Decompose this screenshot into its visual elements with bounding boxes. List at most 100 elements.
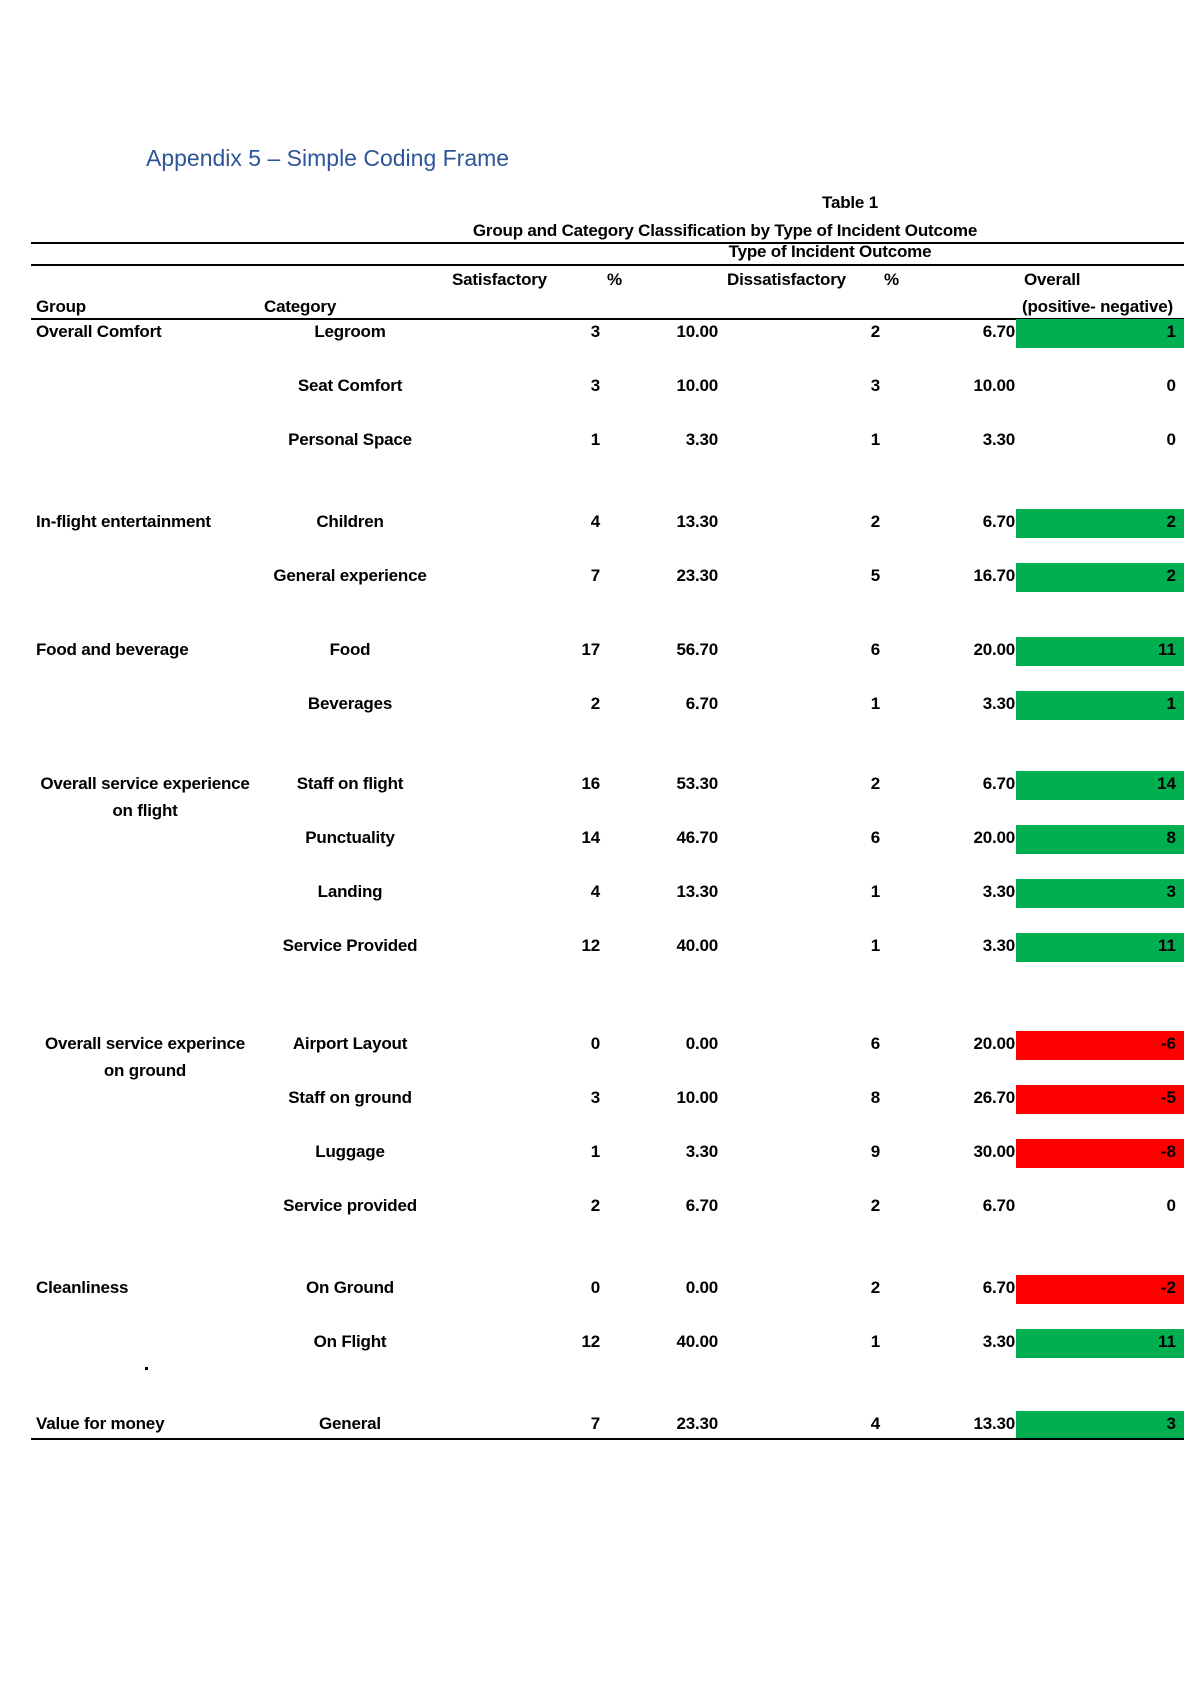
- column-header-rule: [31, 318, 1184, 320]
- satisfactory-count: 4: [590, 882, 600, 901]
- category-cell: Seat Comfort: [297, 376, 403, 395]
- category-cell: Airport Layout: [292, 1034, 408, 1053]
- table-title: Group and Category Classification by Typ…: [472, 221, 978, 240]
- dissatisfactory-count: 2: [870, 1278, 880, 1297]
- header-rule: [31, 264, 1184, 266]
- group-label: Overall Comfort: [36, 322, 162, 341]
- overall-score-cell: 11: [1016, 637, 1184, 666]
- satisfactory-count: 16: [581, 774, 600, 793]
- dissatisfactory-pct: 20.00: [973, 640, 1015, 659]
- overall-score-cell: 3: [1016, 1411, 1184, 1440]
- satisfactory-count: 2: [590, 694, 600, 713]
- satisfactory-pct: 0.00: [685, 1034, 718, 1053]
- overall-score-value: 3: [1166, 1414, 1176, 1433]
- overall-score-cell: -2: [1016, 1275, 1184, 1304]
- category-cell: Luggage: [315, 1142, 385, 1161]
- overall-score-value: 11: [1158, 640, 1176, 659]
- dissatisfactory-count: 9: [870, 1142, 880, 1161]
- overall-score-cell: 11: [1016, 1329, 1184, 1358]
- group-label: on ground: [103, 1061, 187, 1080]
- overall-score-cell: -5: [1016, 1085, 1184, 1114]
- overall-score-cell: -8: [1016, 1139, 1184, 1168]
- dissatisfactory-count: 2: [870, 322, 880, 341]
- dissatisfactory-count: 2: [870, 1196, 880, 1215]
- overall-score-value: 1: [1166, 694, 1176, 713]
- dissatisfactory-pct: 3.30: [982, 694, 1015, 713]
- dissatisfactory-pct: 20.00: [973, 828, 1015, 847]
- dissatisfactory-pct: 30.00: [973, 1142, 1015, 1161]
- group-label: Overall service experince: [44, 1034, 246, 1053]
- overall-score-value: 3: [1166, 882, 1176, 901]
- category-cell: General experience: [273, 566, 427, 585]
- table-bottom-rule: [31, 1438, 1184, 1440]
- satisfactory-pct: 6.70: [685, 1196, 718, 1215]
- satisfactory-pct: 40.00: [676, 936, 718, 955]
- category-cell: Service provided: [283, 1196, 417, 1215]
- category-cell: Punctuality: [305, 828, 395, 847]
- overall-score-value: 2: [1166, 566, 1176, 585]
- overall-score-cell: 11: [1016, 933, 1184, 962]
- dissatisfactory-count: 3: [870, 376, 880, 395]
- overall-score-value: 11: [1158, 1332, 1176, 1351]
- group-label: Cleanliness: [36, 1278, 129, 1297]
- overall-score-cell: 1: [1016, 691, 1184, 720]
- dissatisfactory-count: 1: [870, 1332, 880, 1351]
- satisfactory-pct: 53.30: [676, 774, 718, 793]
- overall-score-cell: 14: [1016, 771, 1184, 800]
- category-cell: Service Provided: [282, 936, 418, 955]
- category-cell: General: [319, 1414, 381, 1433]
- satisfactory-count: 12: [581, 1332, 600, 1351]
- overall-score-value: 1: [1166, 322, 1176, 341]
- overall-score-value: 11: [1158, 936, 1176, 955]
- satisfactory-pct: 10.00: [676, 1088, 718, 1107]
- satisfactory-pct: 56.70: [676, 640, 718, 659]
- dissatisfactory-count: 1: [870, 694, 880, 713]
- col-header-overall-sub: (positive- negative): [1022, 297, 1173, 316]
- satisfactory-count: 3: [590, 376, 600, 395]
- dissatisfactory-count: 5: [870, 566, 880, 585]
- overall-score-value: 0: [1166, 376, 1176, 395]
- dissatisfactory-count: 2: [870, 774, 880, 793]
- satisfactory-count: 3: [590, 322, 600, 341]
- table-number: Table 1: [822, 193, 878, 212]
- dissatisfactory-pct: 16.70: [973, 566, 1015, 585]
- col-header-sat-pct: %: [607, 270, 622, 289]
- overall-score-value: 14: [1157, 774, 1176, 793]
- stray-dot: [145, 1367, 148, 1370]
- overall-score-value: 0: [1166, 430, 1176, 449]
- overall-score-cell: 3: [1016, 879, 1184, 908]
- dissatisfactory-pct: 6.70: [982, 774, 1015, 793]
- overall-score-value: -2: [1160, 1278, 1176, 1297]
- category-cell: On Ground: [306, 1278, 394, 1297]
- overall-score-value: -8: [1160, 1142, 1176, 1161]
- category-cell: Landing: [317, 882, 383, 901]
- overall-score-cell: 0: [1016, 427, 1184, 456]
- dissatisfactory-pct: 3.30: [982, 1332, 1015, 1351]
- satisfactory-count: 3: [590, 1088, 600, 1107]
- category-cell: Personal Space: [288, 430, 412, 449]
- appendix-heading: Appendix 5 – Simple Coding Frame: [146, 145, 510, 171]
- category-cell: Food: [329, 640, 371, 659]
- overall-score-cell: -6: [1016, 1031, 1184, 1060]
- dissatisfactory-count: 6: [870, 1034, 880, 1053]
- dissatisfactory-count: 6: [870, 828, 880, 847]
- dissatisfactory-count: 1: [870, 430, 880, 449]
- satisfactory-count: 2: [590, 1196, 600, 1215]
- overall-score-cell: 2: [1016, 509, 1184, 538]
- dissatisfactory-pct: 26.70: [973, 1088, 1015, 1107]
- satisfactory-pct: 13.30: [676, 882, 718, 901]
- group-label: Value for money: [36, 1414, 165, 1433]
- overall-score-value: 8: [1166, 828, 1176, 847]
- group-label: Overall service experience: [40, 774, 250, 793]
- satisfactory-pct: 6.70: [685, 694, 718, 713]
- satisfactory-pct: 10.00: [676, 322, 718, 341]
- col-header-category: Category: [264, 297, 337, 316]
- satisfactory-pct: 23.30: [676, 1414, 718, 1433]
- satisfactory-count: 7: [590, 566, 600, 585]
- col-header-group: Group: [36, 297, 86, 316]
- overall-score-cell: 2: [1016, 563, 1184, 592]
- dissatisfactory-pct: 3.30: [982, 430, 1015, 449]
- satisfactory-pct: 40.00: [676, 1332, 718, 1351]
- overall-score-cell: 0: [1016, 373, 1184, 402]
